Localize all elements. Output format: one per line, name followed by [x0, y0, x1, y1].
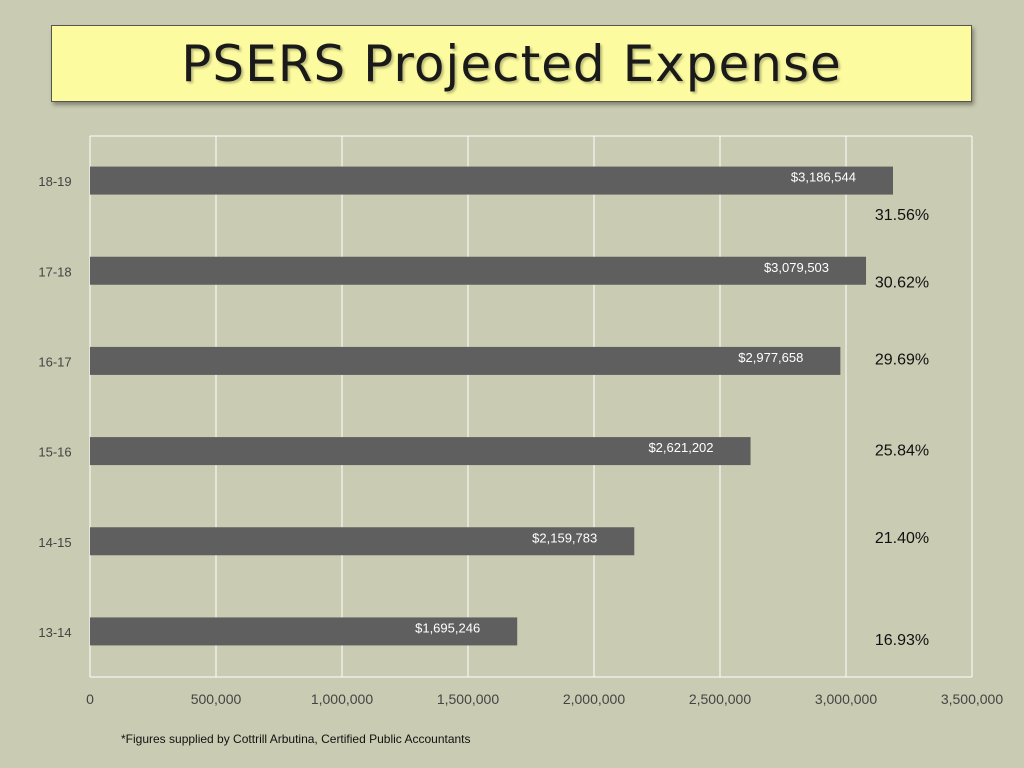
percent-label: 21.40%	[875, 530, 929, 547]
percent-label: 31.56%	[875, 207, 929, 224]
x-tick-label: 500,000	[191, 691, 242, 707]
labels: 0 500,000 1,000,000 1,500,000 2,000,000 2,500…	[38, 170, 1003, 707]
bar	[90, 437, 751, 466]
category-label: 16-17	[38, 354, 71, 369]
percent-label: 25.84%	[875, 443, 929, 460]
value-label: $2,621,202	[648, 440, 713, 455]
bar	[90, 346, 841, 375]
x-tick-label: 1,500,000	[437, 691, 499, 707]
x-tick-label: 3,000,000	[815, 691, 877, 707]
footnote: *Figures supplied by Cottrill Arbutina, …	[121, 732, 471, 746]
category-label: 17-18	[38, 264, 71, 279]
value-label: $1,695,246	[415, 620, 480, 635]
x-tick-label: 0	[86, 691, 94, 707]
x-tick-label: 3,500,000	[941, 691, 1003, 707]
category-label: 13-14	[38, 625, 71, 640]
bar	[90, 256, 867, 285]
title-box: PSERS Projected Expense	[51, 25, 972, 102]
bar	[90, 617, 518, 646]
category-label: 18-19	[38, 174, 71, 189]
percent-label: 30.62%	[875, 274, 929, 291]
bar	[90, 527, 635, 556]
x-tick-label: 2,500,000	[689, 691, 751, 707]
percent-label: 16.93%	[875, 632, 929, 649]
bar	[90, 166, 894, 195]
category-label: 14-15	[38, 535, 71, 550]
value-label: $2,159,783	[532, 530, 597, 545]
x-tick-label: 1,000,000	[311, 691, 373, 707]
percent-label: 29.69%	[875, 351, 929, 368]
chart-title: PSERS Projected Expense	[181, 34, 842, 93]
x-tick-label: 2,000,000	[563, 691, 625, 707]
value-label: $2,977,658	[738, 350, 803, 365]
grid	[89, 135, 973, 678]
value-label: $3,079,503	[764, 260, 829, 275]
bars	[90, 166, 894, 646]
value-label: $3,186,544	[791, 170, 856, 185]
category-label: 15-16	[38, 445, 71, 460]
